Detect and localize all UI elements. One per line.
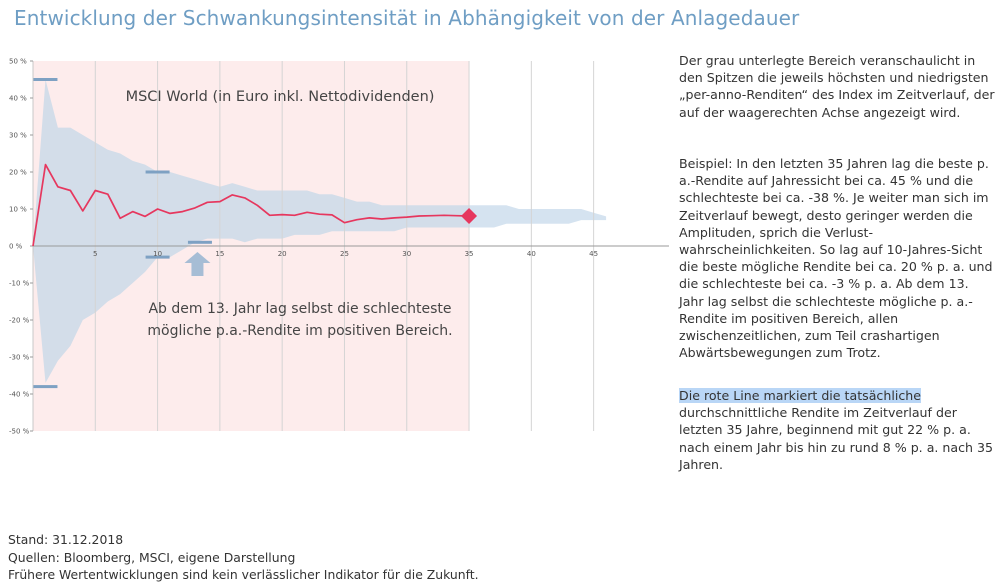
description-text-3-rest: durchschnittliche Rendite im Zeitverlauf… [679, 405, 994, 472]
highlighted-text: Die rote Line markiert die tatsächliche [679, 388, 921, 403]
y-tick-label-10: 10 % [9, 206, 27, 214]
x-tick-label-5: 5 [93, 250, 97, 258]
range-band-group [33, 79, 607, 383]
series-line-group [32, 163, 478, 247]
x-tick-label-45: 45 [589, 250, 598, 258]
y-tick-label-50: 50 % [9, 58, 27, 66]
page-title: Entwicklung der Schwankungsintensität in… [14, 6, 800, 30]
x-tick-label-25: 25 [340, 250, 349, 258]
range-band [33, 79, 469, 383]
footer-stand: Stand: 31.12.2018 [8, 532, 124, 547]
description-text-2: Beispiel: In den letzten 35 Jahren lag d… [679, 156, 993, 361]
chart-title: MSCI World (in Euro inkl. Nettodividende… [126, 89, 435, 105]
worst-35y-bar [33, 385, 58, 389]
y-tick-label-20: 20 % [9, 169, 27, 177]
x-tick-label-40: 40 [527, 250, 536, 258]
y-tick-label--40: -40 % [9, 391, 30, 399]
x-tick-label-30: 30 [402, 250, 411, 258]
volatility-chart: 5 10 15 20 25 30 35 40 45 50 % 40 % 30 % 20 % 10 % 0 %… [9, 58, 669, 436]
x-tick-label-15: 15 [215, 250, 224, 258]
x-tick-label-35: 35 [465, 250, 474, 258]
end-diamond-marker [461, 208, 478, 225]
footer: Stand: 31.12.2018 Quellen: Bloomberg, MS… [8, 531, 479, 584]
best-35y-bar [33, 78, 58, 81]
y-tick-label--50: -50 % [9, 428, 30, 436]
description-text-1: Der grau unterlegte Bereich veranschauli… [679, 53, 995, 120]
x-tick-label-10: 10 [153, 250, 162, 258]
x-tick-label-20: 20 [278, 250, 287, 258]
y-tick-label--10: -10 % [9, 280, 30, 288]
y-tick-label-40: 40 % [9, 95, 27, 103]
y-tick-label-30: 30 % [9, 132, 27, 140]
description-paragraph-2: Beispiel: In den letzten 35 Jahren lag d… [679, 155, 997, 361]
annotation-text-line-1: Ab dem 13. Jahr lag selbst die schlechte… [147, 301, 452, 339]
best-10y-bar [145, 170, 170, 174]
footer-sources: Quellen: Bloomberg, MSCI, eigene Darstel… [8, 549, 296, 565]
worst-10y-bar [145, 255, 170, 259]
worst-13y-bar [187, 240, 212, 244]
description-text-3: Die rote Line markiert die tatsächliche … [679, 387, 997, 473]
annotation-text-line-1-part: Ab dem 13. Jahr lag selbst die schlechte… [148, 301, 451, 317]
footer-disclaimer: Frühere Wertentwicklungen sind kein verl… [8, 567, 479, 582]
tick-label-group: 5 10 15 20 25 30 35 40 45 50 % 40 % 30 % 20 % 10 % 0 %… [9, 58, 598, 436]
y-tick-label--30: -30 % [9, 354, 30, 362]
up-arrow-icon [184, 252, 211, 276]
y-tick-label--20: -20 % [9, 317, 30, 325]
annotation-text-line-2-part: mögliche p.a.-Rendite im positiven Berei… [147, 323, 452, 339]
range-band-extension [469, 205, 607, 228]
y-tick-label-0: 0 % [9, 243, 23, 251]
description-paragraph-3: Die rote Line markiert die tatsächliche … [679, 387, 997, 473]
annotation-group [33, 78, 212, 389]
series-line-0 [32, 163, 470, 247]
description-paragraph-1: Der grau unterlegte Bereich veranschauli… [679, 52, 997, 121]
